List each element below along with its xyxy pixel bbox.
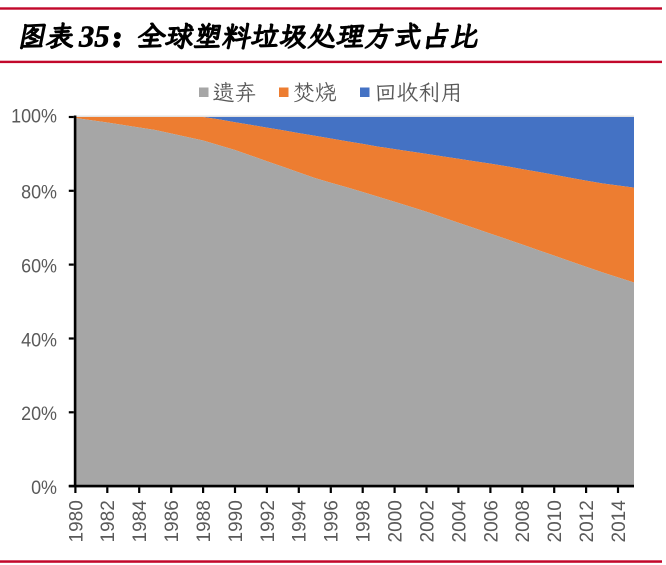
svg-text:1984: 1984 xyxy=(130,500,151,543)
svg-text:1990: 1990 xyxy=(226,500,247,542)
svg-text:1992: 1992 xyxy=(258,500,279,542)
svg-text:1982: 1982 xyxy=(98,500,119,542)
svg-text:60%: 60% xyxy=(21,255,57,277)
svg-text:1994: 1994 xyxy=(290,500,311,543)
svg-text:100%: 100% xyxy=(11,106,57,128)
svg-text:80%: 80% xyxy=(21,182,57,204)
svg-text:2006: 2006 xyxy=(481,500,502,542)
svg-text:2014: 2014 xyxy=(609,500,630,543)
svg-text:40%: 40% xyxy=(21,329,57,351)
svg-text:1998: 1998 xyxy=(354,500,375,542)
svg-text:1996: 1996 xyxy=(322,500,343,542)
svg-text:2002: 2002 xyxy=(417,500,438,542)
svg-text:2012: 2012 xyxy=(577,500,598,542)
svg-text:1980: 1980 xyxy=(66,500,87,542)
svg-text:2004: 2004 xyxy=(449,500,470,543)
svg-text:2000: 2000 xyxy=(386,500,407,542)
svg-text:2010: 2010 xyxy=(545,500,566,542)
svg-text:35: 35 xyxy=(78,20,110,54)
svg-text:20%: 20% xyxy=(21,403,57,425)
svg-text:1986: 1986 xyxy=(162,500,183,542)
svg-text:0%: 0% xyxy=(31,477,57,499)
svg-text:1988: 1988 xyxy=(194,500,215,542)
svg-text:2008: 2008 xyxy=(513,500,534,542)
